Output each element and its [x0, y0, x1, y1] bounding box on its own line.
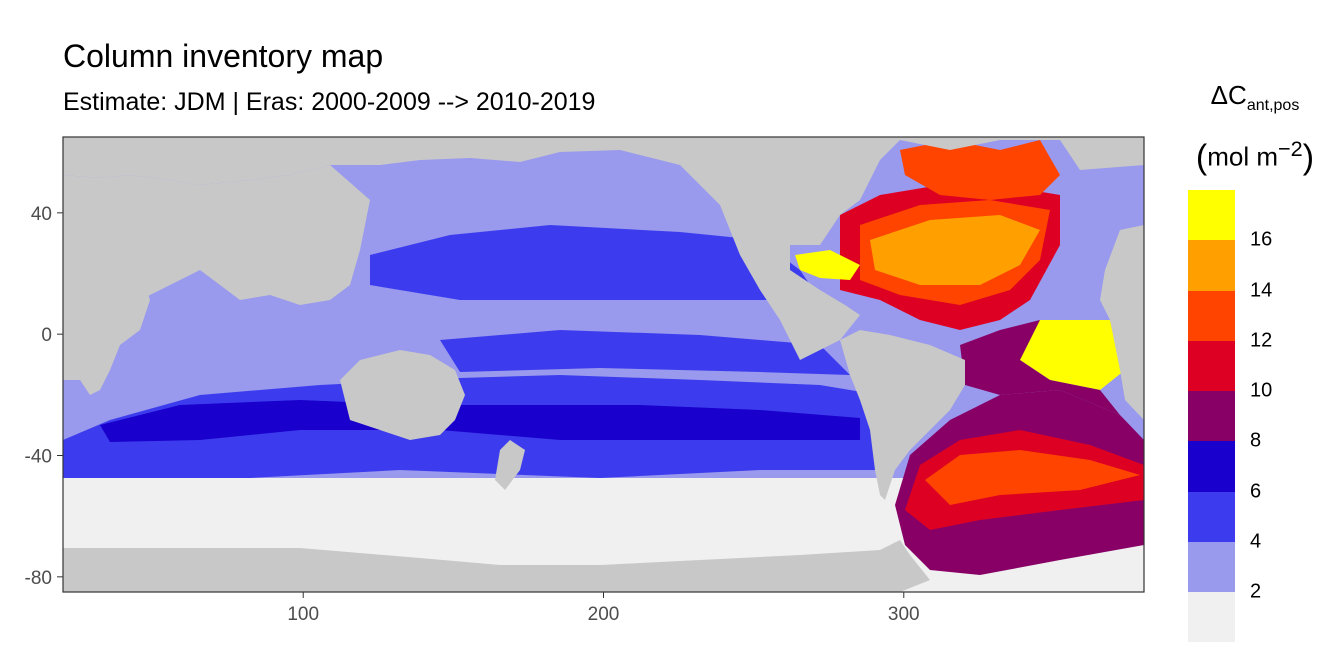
- legend-swatch: [1188, 491, 1235, 542]
- north-atlantic-amber: [870, 215, 1040, 285]
- legend-label: 14: [1250, 279, 1273, 301]
- legend-swatch: [1188, 592, 1235, 643]
- australia: [340, 350, 465, 440]
- nordic-seas: [900, 140, 1060, 200]
- legend-unit-text: mol m: [1207, 141, 1279, 172]
- equatorial-atlantic-purple: [960, 320, 1120, 415]
- legend-swatch: [1188, 441, 1235, 492]
- legend-swatch: [1188, 391, 1235, 442]
- north-pacific-band: [370, 225, 820, 300]
- y-tick-label: -80: [25, 568, 52, 589]
- map-panel: [63, 137, 1144, 592]
- map-subtitle: Estimate: JDM | Eras: 2000-2009 --> 2010…: [63, 88, 596, 116]
- y-axis: 40 0 -40 -80: [25, 204, 63, 589]
- legend-swatch: [1188, 340, 1235, 391]
- x-tick-label: 100: [287, 604, 319, 625]
- legend-swatch: [1188, 541, 1235, 592]
- y-tick-label: 40: [31, 204, 52, 225]
- south-america: [840, 330, 965, 500]
- africa: [63, 245, 150, 395]
- indian-ocean-north: [130, 318, 360, 372]
- x-tick-label: 300: [888, 604, 920, 625]
- x-tick-label: 200: [588, 604, 620, 625]
- y-tick-label: 0: [41, 325, 52, 346]
- y-tick-label: -40: [25, 447, 52, 468]
- legend-title: ΔCant,pos: [1180, 82, 1330, 114]
- legend-swatch: [1188, 240, 1235, 291]
- legend-label: 2: [1250, 580, 1262, 603]
- legend-label: 12: [1250, 329, 1273, 352]
- legend-title-subscript: ant,pos: [1246, 97, 1300, 115]
- legend-label: 16: [1250, 228, 1273, 251]
- legend-label: 10: [1250, 379, 1273, 402]
- equatorial-pacific-band: [440, 330, 850, 375]
- legend-label: 8: [1250, 429, 1262, 452]
- legend-swatch: [1188, 290, 1235, 341]
- legend-unit: (mol m−2): [1195, 136, 1315, 177]
- legend-label: 4: [1250, 530, 1262, 553]
- legend-title-main: ΔC: [1210, 80, 1247, 110]
- legend-unit-exponent: −2: [1278, 136, 1303, 161]
- south-atlantic-orange: [925, 450, 1140, 505]
- legend-colorbar: [1188, 190, 1235, 643]
- legend-swatch: [1188, 190, 1235, 241]
- x-axis: 100 200 300: [287, 592, 920, 625]
- southern-band-deep: [100, 400, 860, 442]
- legend-label: 6: [1250, 480, 1262, 502]
- gulf-of-mexico: [795, 250, 860, 280]
- antarctica: [63, 540, 930, 592]
- northern-landmass: [63, 137, 1144, 360]
- west-africa-edge: [1100, 225, 1144, 420]
- map-title: Column inventory map: [63, 38, 384, 74]
- new-zealand: [495, 440, 525, 490]
